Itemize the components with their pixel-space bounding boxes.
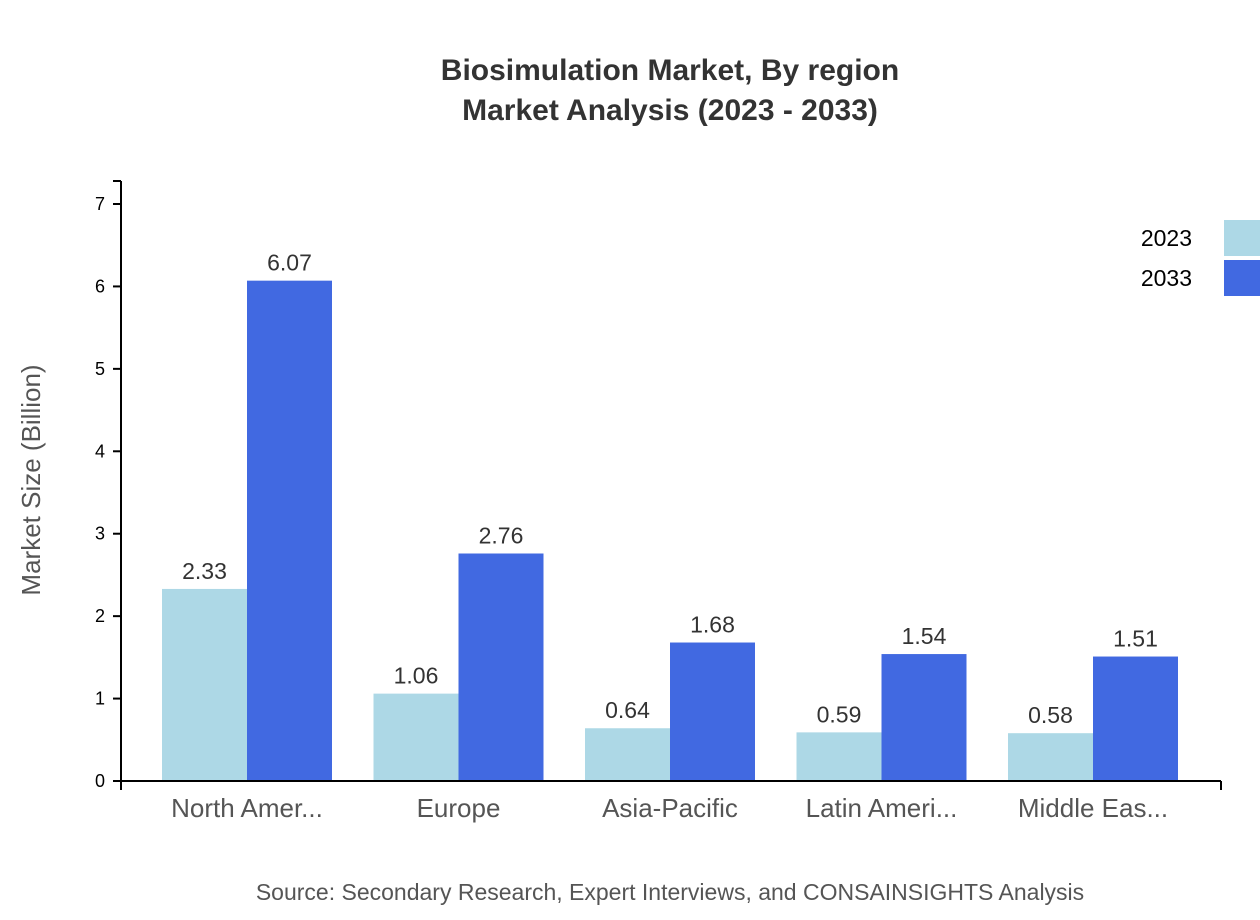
bar-2033[interactable] [670, 642, 755, 781]
bar-2023[interactable] [796, 732, 882, 781]
data-label: 0.59 [817, 701, 862, 727]
data-label: 0.58 [1028, 702, 1073, 728]
y-tick-label: 2 [95, 606, 105, 626]
data-label: 1.06 [394, 663, 439, 689]
axes: 0 1 2 3 4 5 6 7 North Amer... Europe Asia-Pacific L… [95, 180, 1222, 823]
bar-2023[interactable] [1008, 733, 1093, 781]
y-tick-label: 7 [95, 194, 105, 214]
legend-swatch [1224, 220, 1260, 256]
bar-2023[interactable] [585, 728, 670, 781]
bar-2023[interactable] [373, 693, 459, 781]
legend-label: 2033 [1141, 265, 1192, 291]
chart-subtitle: Market Analysis (2023 - 2033) [462, 94, 878, 127]
y-axis-label: Market Size (Billion) [16, 364, 46, 595]
y-tick-label: 0 [95, 771, 105, 791]
data-label: 1.51 [1113, 626, 1158, 652]
x-tick-label: Asia-Pacific [602, 793, 738, 823]
bars: 2.33 6.07 1.06 2.76 0.64 1.68 0.59 1.54 0.58 1.51 [162, 250, 1178, 781]
source-note: Source: Secondary Research, Expert Inter… [256, 879, 1084, 905]
x-tick-label: Europe [417, 793, 501, 823]
y-tick-label: 6 [95, 276, 105, 296]
y-tick-label: 1 [95, 689, 105, 709]
data-label: 0.64 [605, 697, 650, 723]
legend-label: 2023 [1141, 225, 1192, 251]
x-tick-label: Latin Ameri... [806, 793, 958, 823]
x-tick-label: North Amer... [171, 793, 323, 823]
y-tick-label: 4 [95, 441, 105, 461]
legend: 2023 2033 [1141, 220, 1260, 296]
chart-title: Biosimulation Market, By region [441, 54, 899, 87]
data-label: 1.54 [902, 623, 947, 649]
y-tick-label: 5 [95, 359, 105, 379]
bar-2033[interactable] [1093, 656, 1178, 781]
data-label: 1.68 [690, 612, 735, 638]
data-label: 2.76 [479, 522, 524, 548]
bar-2033[interactable] [247, 280, 332, 781]
x-tick-label: Middle Eas... [1018, 793, 1168, 823]
data-label: 6.07 [267, 250, 312, 276]
legend-swatch [1224, 260, 1260, 296]
bar-2033[interactable] [458, 553, 544, 781]
bar-2023[interactable] [162, 588, 247, 781]
bar-2033[interactable] [881, 654, 967, 781]
y-tick-label: 3 [95, 524, 105, 544]
data-label: 2.33 [182, 558, 227, 584]
